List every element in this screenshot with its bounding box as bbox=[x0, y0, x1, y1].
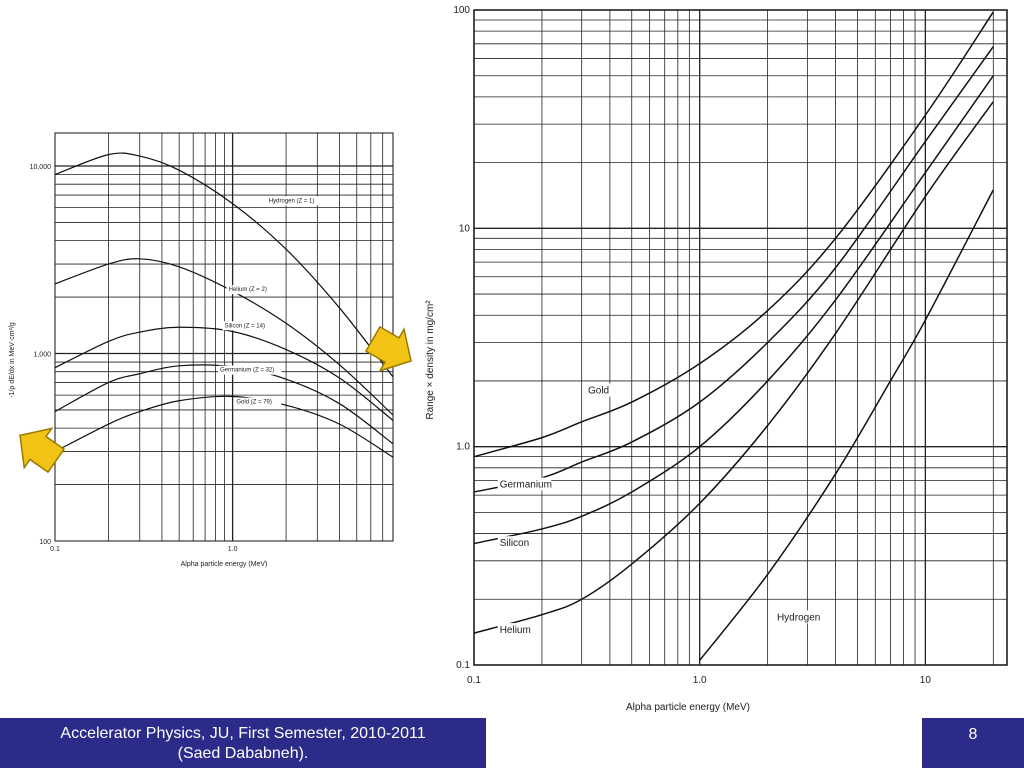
series-label: Silicon (Z = 14) bbox=[224, 323, 265, 329]
x-tick-label: 10 bbox=[920, 675, 932, 686]
left-plot-frame bbox=[54, 132, 394, 542]
series-curve-3 bbox=[473, 46, 994, 493]
series-curve-3 bbox=[54, 364, 394, 445]
right-tick-labels: 0.1 1.0 10 0.1 1.0 10 100 bbox=[453, 5, 931, 686]
right-x-axis-label: Alpha particle energy (MeV) bbox=[626, 702, 750, 713]
left-y-axis-label: -1/ρ dE/dx in MeV·cm²/g bbox=[9, 322, 16, 398]
series-label-bg bbox=[222, 321, 280, 331]
arrow-icon bbox=[364, 325, 412, 373]
arrow-icon bbox=[19, 427, 66, 474]
series-curve-1 bbox=[54, 258, 394, 416]
series-label: Hydrogen bbox=[777, 612, 820, 623]
y-tick-label: 100 bbox=[39, 539, 51, 546]
left-x-axis-label: Alpha particle energy (MeV) bbox=[181, 561, 268, 568]
series-label-bg bbox=[497, 623, 535, 637]
series-curve-0 bbox=[699, 189, 994, 661]
footer-spacer bbox=[486, 718, 922, 768]
y-tick-label: 10,000 bbox=[30, 164, 52, 171]
series-label-bg bbox=[218, 365, 282, 375]
series-curve-4 bbox=[54, 395, 394, 458]
series-label: Helium bbox=[500, 625, 531, 636]
series-label-bg bbox=[497, 536, 541, 550]
range-chart: 0.1 1.0 10 0.1 1.0 10 100 Hydrogen Helium Silico… bbox=[425, 5, 1008, 713]
series-label-bg bbox=[234, 397, 282, 407]
series-label: Hydrogen (Z = 1) bbox=[269, 198, 315, 204]
series-label: Helium (Z = 2) bbox=[229, 287, 267, 293]
y-tick-label: 1.0 bbox=[456, 442, 470, 453]
right-gridlines bbox=[474, 10, 1007, 665]
x-tick-label: 0.1 bbox=[467, 675, 481, 686]
footer-course-info: Accelerator Physics, JU, First Semester,… bbox=[0, 718, 486, 768]
y-tick-label: 100 bbox=[453, 5, 470, 16]
left-series-labels: Hydrogen (Z = 1) Helium (Z = 2) Silicon (Z… bbox=[218, 196, 324, 407]
x-tick-label: 0.1 bbox=[50, 546, 60, 553]
x-tick-label: 1.0 bbox=[228, 546, 238, 553]
series-label-bg bbox=[497, 477, 552, 491]
series-label: Silicon bbox=[500, 538, 529, 549]
series-label: Germanium (Z = 32) bbox=[220, 368, 274, 374]
left-gridlines bbox=[55, 133, 393, 541]
y-tick-label: 1,000 bbox=[33, 352, 51, 359]
page-number: 8 bbox=[922, 718, 1024, 768]
series-label-bg bbox=[266, 196, 324, 206]
y-tick-label: 10 bbox=[459, 223, 471, 234]
stopping-power-chart: 0.1 1.0 100 1,000 10,000 Hydrogen (Z = 1) Hel… bbox=[9, 132, 394, 568]
series-curve-1 bbox=[473, 101, 994, 634]
series-label: Gold bbox=[588, 386, 609, 397]
series-label: Gold (Z = 79) bbox=[236, 400, 272, 406]
series-label-bg bbox=[226, 285, 277, 295]
right-curves bbox=[473, 11, 994, 661]
right-y-axis-label: Range × density in mg/cm² bbox=[425, 300, 436, 420]
y-tick-label: 0.1 bbox=[456, 660, 470, 671]
slide-footer: Accelerator Physics, JU, First Semester,… bbox=[0, 718, 1024, 768]
x-tick-label: 1.0 bbox=[693, 675, 707, 686]
series-curve-0 bbox=[54, 152, 394, 378]
left-curves bbox=[54, 152, 394, 458]
series-label-bg bbox=[586, 383, 613, 397]
left-tick-labels: 0.1 1.0 100 1,000 10,000 bbox=[30, 164, 238, 553]
footer-line-1: Accelerator Physics, JU, First Semester,… bbox=[60, 725, 426, 742]
series-label: Germanium bbox=[500, 480, 552, 491]
right-plot-frame bbox=[473, 9, 1008, 666]
right-series-labels: Hydrogen Helium Silicon Germanium Gold bbox=[497, 383, 823, 637]
footer-line-2: (Saed Dababneh). bbox=[177, 745, 309, 762]
series-curve-4 bbox=[473, 11, 994, 458]
series-label-bg bbox=[774, 610, 823, 624]
series-curve-2 bbox=[54, 326, 394, 421]
figure-canvas: 0.1 1.0 100 1,000 10,000 Hydrogen (Z = 1) Hel… bbox=[9, 5, 1008, 713]
series-curve-2 bbox=[473, 75, 994, 545]
